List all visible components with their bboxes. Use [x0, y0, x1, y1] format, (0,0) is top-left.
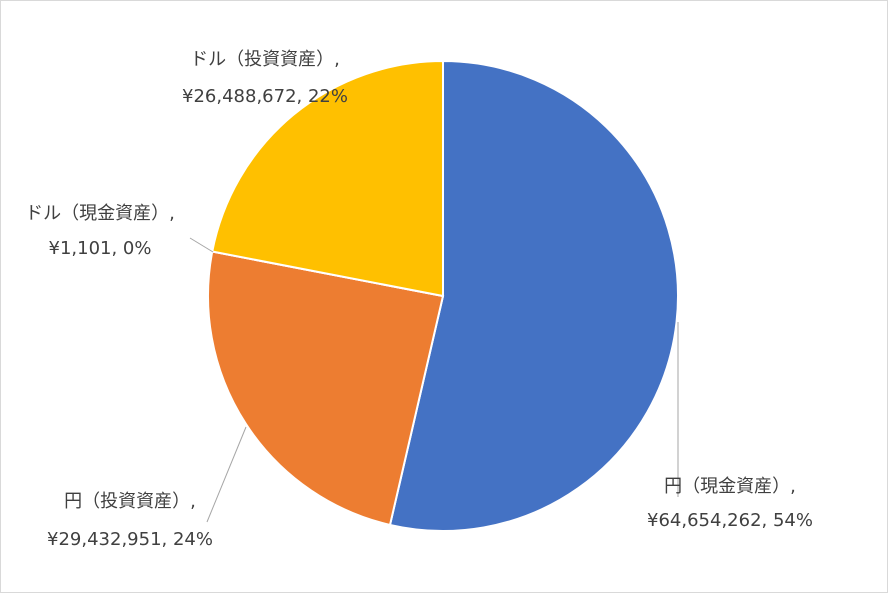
data-label-category: ドル（現金資産）,: [25, 203, 175, 224]
leader-line: [189, 237, 214, 253]
leader-line: [206, 426, 247, 523]
data-label-category: 円（現金資産）,: [664, 476, 796, 497]
data-label-category: 円（投資資産）,: [64, 491, 196, 512]
pie-slice: [207, 250, 445, 527]
data-label-category: ドル（投資資産）,: [190, 49, 340, 70]
data-label-value: ¥26,488,672, 22%: [182, 86, 348, 107]
data-label-value: ¥29,432,951, 24%: [47, 529, 213, 550]
data-label-value: ¥64,654,262, 54%: [647, 510, 813, 531]
data-label-value: ¥1,101, 0%: [49, 238, 152, 259]
pie-slice: [388, 59, 679, 532]
pie-slice: [211, 59, 444, 298]
